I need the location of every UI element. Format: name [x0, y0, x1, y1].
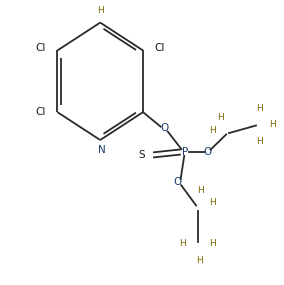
- Text: H: H: [256, 104, 263, 113]
- Text: H: H: [179, 239, 186, 248]
- Text: Cl: Cl: [154, 43, 165, 53]
- Text: N: N: [98, 145, 105, 155]
- Text: H: H: [197, 186, 204, 195]
- Text: O: O: [204, 147, 212, 157]
- Text: H: H: [210, 239, 216, 248]
- Text: H: H: [196, 256, 202, 265]
- Text: P: P: [182, 147, 188, 157]
- Text: H: H: [209, 126, 216, 135]
- Text: O: O: [161, 123, 169, 133]
- Text: O: O: [174, 177, 182, 187]
- Text: H: H: [209, 198, 216, 207]
- Text: S: S: [139, 150, 145, 160]
- Text: H: H: [217, 113, 224, 122]
- Text: H: H: [269, 120, 276, 129]
- Text: H: H: [97, 7, 104, 15]
- Text: Cl: Cl: [36, 43, 46, 53]
- Text: H: H: [256, 137, 263, 146]
- Text: Cl: Cl: [36, 107, 46, 117]
